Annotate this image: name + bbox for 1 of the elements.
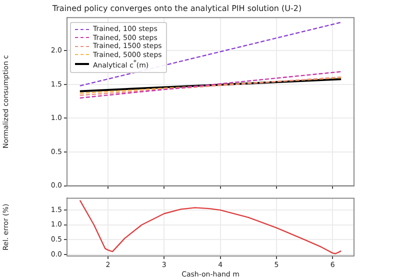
chart-title: Trained policy converges onto the analytical PIH solution (U-2) xyxy=(51,4,302,13)
